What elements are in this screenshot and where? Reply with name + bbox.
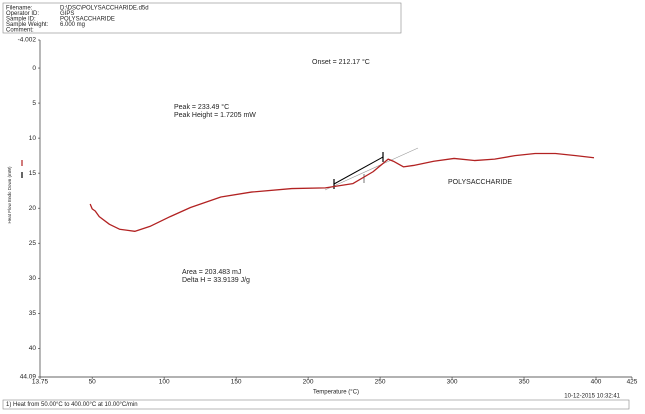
timestamp: 10-12-2015 10:32:41: [564, 394, 620, 400]
y-tick-label: -4.002: [18, 37, 37, 44]
annotation: Peak = 233.49 °C: [174, 103, 229, 111]
header-label: Sample ID:: [6, 17, 36, 23]
data-line: [89, 152, 595, 232]
header-value: POLYSACCHARIDE: [60, 17, 115, 23]
y-tick-label: 25: [29, 240, 37, 247]
x-axis-label: Temperature (°C): [313, 390, 359, 396]
x-tick-label: 350: [519, 379, 530, 386]
method: 1) Heat from 50.00°C to 400.00°C at 10.0…: [6, 402, 138, 408]
header-label: Comment:: [6, 28, 34, 34]
series-label: POLYSACCHARIDE: [448, 179, 512, 186]
footer-box: [2, 399, 630, 410]
x-tick-label: 150: [231, 379, 242, 386]
x-tick-label: 400: [591, 379, 602, 386]
y-tick-label: 10: [29, 135, 37, 142]
header-label: Sample Weight:: [6, 22, 49, 28]
y-tick-label: 15: [29, 170, 37, 177]
y-tick-label: 40: [29, 345, 37, 352]
baseline-line: [333, 156, 384, 185]
y-tick-label: 44.09: [20, 374, 37, 381]
y-tick-label: 20: [29, 205, 37, 212]
y-tick-label: 35: [29, 310, 37, 317]
header-value: D:\DSC\POLYSACCHARIDE.d5d: [60, 6, 149, 12]
annotation: Area = 203.483 mJ: [182, 269, 241, 276]
annotation: Delta H = 33.9139 J/g: [182, 277, 250, 284]
x-tick-label: 50: [89, 379, 97, 386]
x-tick-label: 425: [627, 379, 638, 386]
y-axis-label: Heat Flow Endo Down (mW): [7, 166, 12, 224]
header-label: Operator ID:: [6, 11, 39, 17]
x-tick-label: 13.75: [32, 379, 49, 386]
header-value: 6.000 mg: [60, 22, 85, 28]
tangent-line: [324, 147, 419, 191]
annotation: Onset = 212.17 °C: [312, 58, 370, 66]
x-tick-label: 300: [447, 379, 458, 386]
x-tick-label: 100: [159, 379, 170, 386]
x-tick-label: 250: [375, 379, 386, 386]
annotation: Peak Height = 1.7205 mW: [174, 112, 256, 119]
y-tick-label: 30: [29, 275, 37, 282]
header-box: [2, 2, 402, 34]
header-value: GIPS: [60, 11, 74, 17]
y-tick-label: 5: [32, 100, 36, 107]
header-label: Filename:: [6, 6, 33, 12]
x-tick-label: 200: [303, 379, 314, 386]
header: Filename: D:\DSC\POLYSACCHARIDE.d5d Operat…: [6, 6, 149, 34]
y-tick-label: 0: [32, 65, 36, 72]
